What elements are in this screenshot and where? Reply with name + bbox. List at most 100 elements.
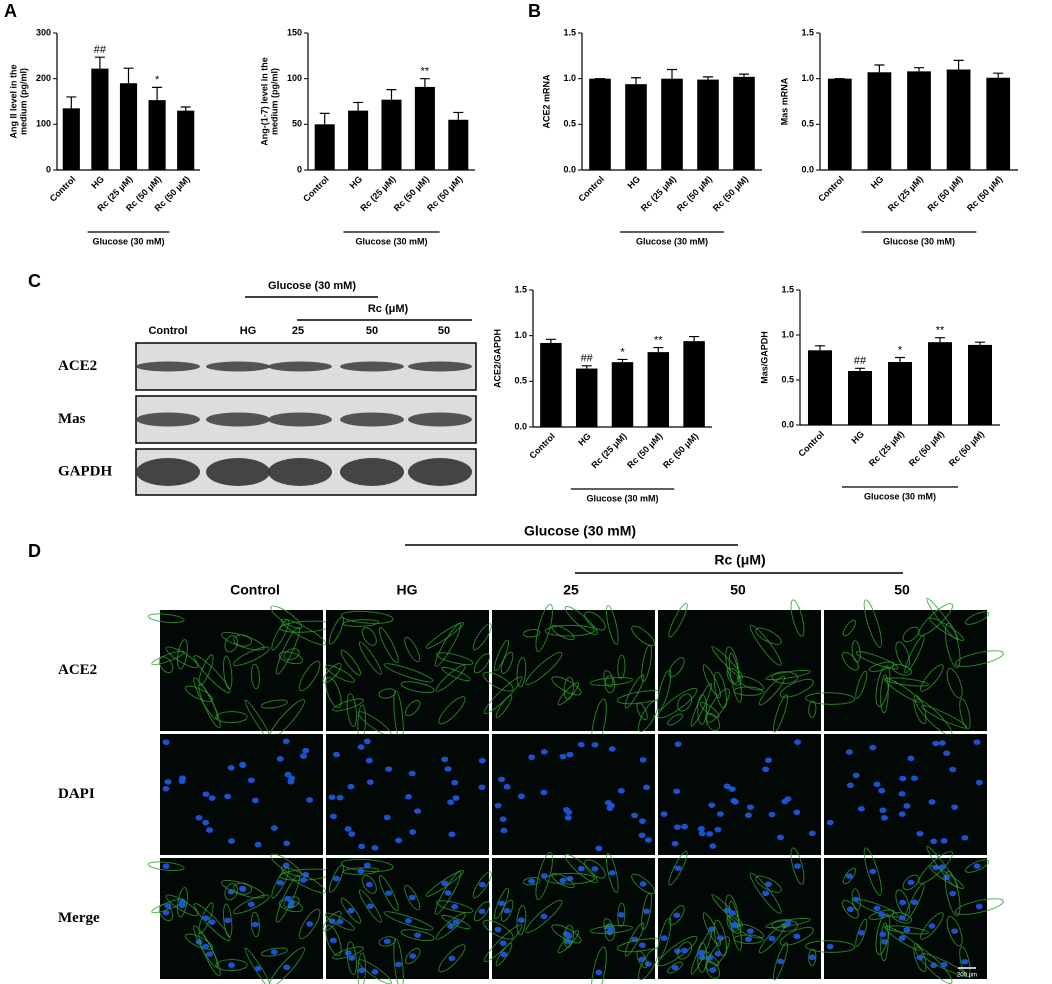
- bar: [62, 108, 80, 170]
- cell: [624, 922, 645, 957]
- cell: [250, 911, 260, 938]
- nucleus: [409, 953, 417, 959]
- error-bar: [874, 64, 885, 73]
- error-bar: [180, 106, 191, 111]
- micrograph: [492, 858, 655, 979]
- x-tick-label: Control: [527, 431, 557, 461]
- cell: [434, 871, 462, 915]
- y-tick-label: 150: [287, 27, 302, 37]
- cell: [706, 688, 730, 723]
- nucleus: [283, 840, 291, 847]
- nucleus: [784, 796, 792, 802]
- nucleus: [357, 868, 365, 874]
- cell: [605, 852, 619, 893]
- bar: [381, 99, 402, 170]
- cell: [880, 922, 889, 962]
- nucleus: [344, 826, 352, 832]
- blot-band: [136, 412, 200, 427]
- nucleus: [347, 783, 355, 790]
- nucleus: [282, 738, 290, 745]
- y-tick-label: 1.0: [801, 73, 814, 83]
- cell: [946, 667, 963, 699]
- cell: [667, 713, 684, 726]
- nucleus: [357, 744, 365, 750]
- nucleus: [961, 834, 969, 841]
- cell: [638, 699, 659, 733]
- nucleus: [559, 877, 567, 884]
- nucleus: [709, 967, 717, 973]
- cell: [705, 960, 721, 980]
- nucleus: [845, 749, 853, 755]
- nucleus: [409, 829, 417, 835]
- cell: [438, 696, 466, 725]
- nucleus: [247, 901, 255, 908]
- cell: [944, 870, 961, 917]
- cell: [404, 884, 421, 911]
- cell: [631, 873, 656, 895]
- cell: [563, 676, 574, 700]
- cell: [221, 631, 265, 651]
- blot-band: [206, 458, 270, 486]
- cell: [677, 941, 693, 960]
- y-tick-label: 300: [36, 27, 51, 37]
- nucleus: [930, 838, 938, 845]
- nucleus: [164, 779, 172, 785]
- bar: [647, 352, 670, 427]
- micrograph: [824, 610, 987, 731]
- cell: [522, 628, 541, 638]
- y-tick-label: 1.5: [563, 27, 576, 37]
- nucleus: [671, 840, 679, 847]
- y-axis-label: medium (pg/ml): [18, 68, 28, 135]
- cell: [702, 912, 721, 946]
- nucleus: [447, 923, 455, 930]
- nucleus: [414, 932, 422, 938]
- blot-band: [408, 458, 472, 486]
- nucleus: [794, 739, 802, 745]
- nucleus: [447, 799, 455, 806]
- cell: [404, 636, 421, 663]
- cell: [400, 681, 435, 694]
- nucleus: [565, 933, 573, 940]
- error-bar: [319, 112, 330, 125]
- nucleus: [879, 807, 887, 814]
- micrograph: [326, 610, 489, 731]
- error-bar: [993, 72, 1004, 78]
- cell: [393, 938, 404, 984]
- nucleus: [595, 969, 603, 976]
- nucleus: [714, 826, 722, 833]
- nucleus: [162, 863, 170, 870]
- panel-label: B: [528, 1, 541, 21]
- cell: [563, 924, 574, 948]
- cell: [346, 941, 357, 975]
- cell: [383, 911, 434, 931]
- cell: [340, 649, 362, 676]
- micrograph: [160, 610, 323, 731]
- nucleus: [899, 899, 907, 906]
- nucleus: [540, 789, 548, 796]
- nucleus: [332, 875, 340, 882]
- blot-band: [340, 412, 404, 427]
- nucleus: [709, 843, 717, 849]
- nucleus: [940, 837, 948, 844]
- nucleus: [638, 832, 646, 839]
- error-bar: [386, 89, 397, 100]
- cell: [725, 894, 740, 932]
- cell: [271, 867, 290, 899]
- nucleus: [451, 779, 459, 786]
- nucleus: [903, 927, 911, 933]
- cell: [605, 604, 619, 645]
- nucleus: [728, 786, 736, 792]
- nucleus: [951, 804, 959, 810]
- blot-band: [340, 458, 404, 486]
- cell: [378, 936, 396, 947]
- nucleus: [898, 811, 906, 817]
- nucleus: [943, 750, 951, 757]
- nucleus: [498, 776, 506, 783]
- cell: [584, 611, 606, 631]
- nucleus: [385, 890, 393, 896]
- cell: [755, 627, 782, 645]
- cell: [604, 923, 616, 942]
- significance: **: [421, 66, 430, 78]
- cell: [584, 859, 606, 879]
- nucleus: [478, 757, 486, 764]
